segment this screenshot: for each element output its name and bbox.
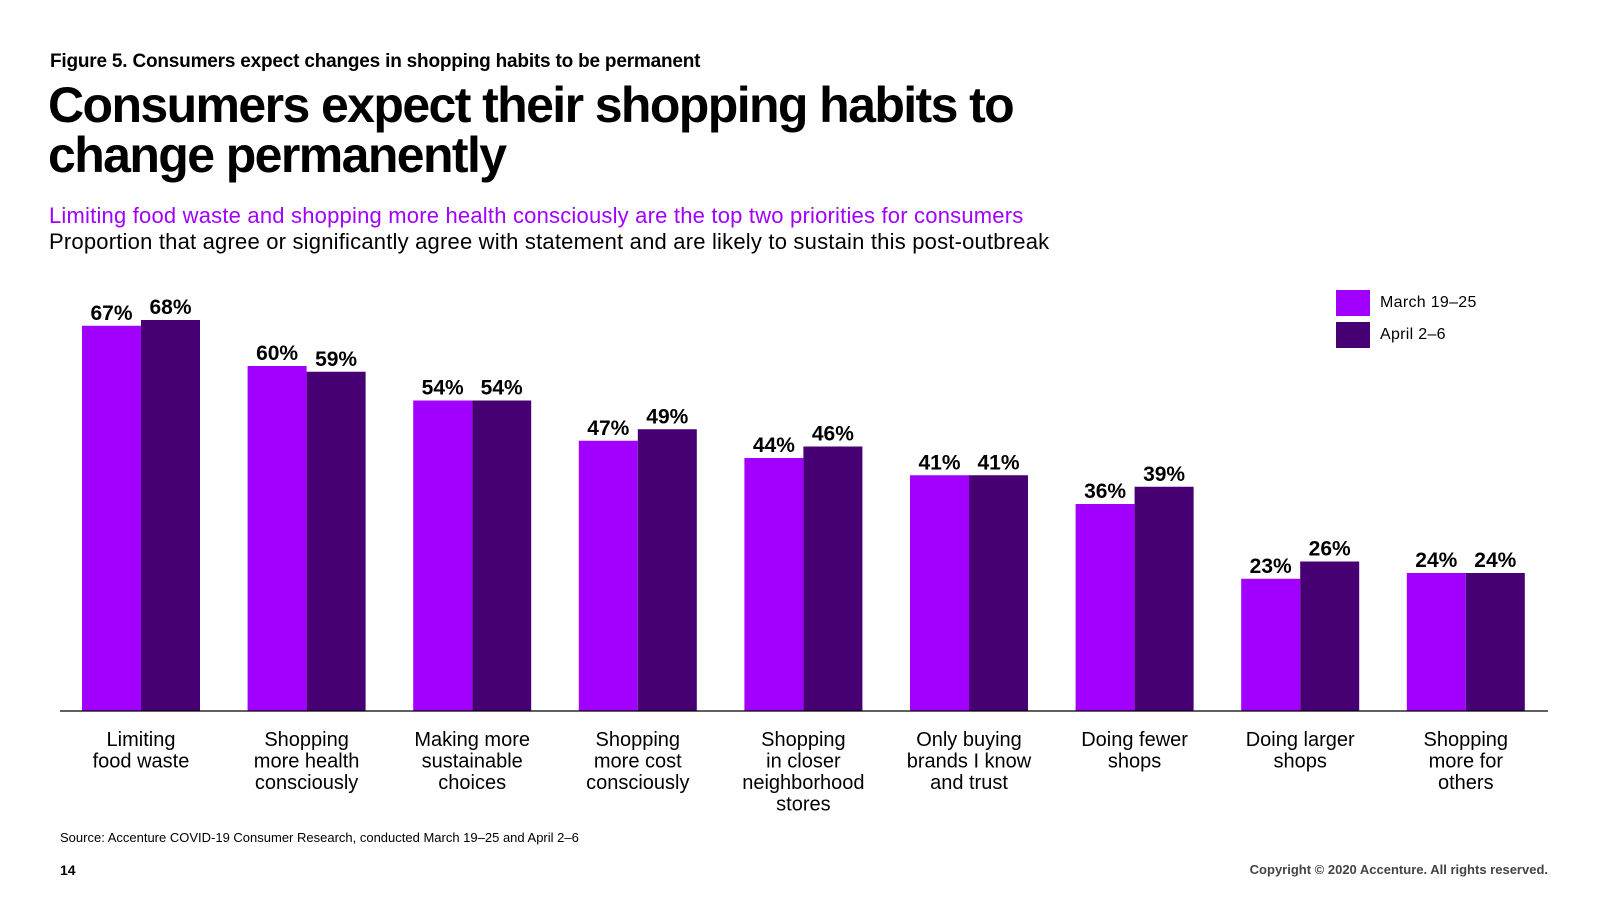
source-note: Source: Accenture COVID-19 Consumer Rese… [60, 830, 579, 845]
category-label-4-line-2: more cost [594, 751, 682, 773]
category-label-3-line-1: Making more [414, 729, 530, 751]
bar-april-2 [306, 371, 366, 711]
data-label-march-4: 47% [587, 417, 629, 440]
category-label-5-line-2: in closer [766, 751, 841, 773]
data-label-april-8: 26% [1309, 538, 1351, 561]
category-label-5-line-4: stores [776, 794, 830, 816]
bar-april-5 [803, 446, 863, 711]
bar-march-3 [413, 400, 473, 711]
subtitle: Limiting food waste and shopping more he… [49, 203, 1024, 228]
category-label-2-line-2: more health [254, 751, 360, 773]
category-label-8-line-2: shops [1274, 751, 1327, 773]
category-label-7-line-1: Doing fewer [1081, 729, 1188, 751]
data-label-april-2: 59% [315, 348, 357, 371]
category-label-9-line-2: more for [1429, 751, 1504, 773]
data-label-april-5: 46% [812, 423, 854, 446]
figure-label: Figure 5. Consumers expect changes in sh… [50, 51, 701, 72]
legend-label-april: April 2–6 [1380, 326, 1446, 343]
chart-description: Proportion that agree or significantly a… [49, 229, 1050, 254]
bar-april-8 [1300, 561, 1360, 711]
category-label-3-line-2: sustainable [422, 751, 523, 773]
headline: Consumers expect their shopping habits t… [48, 77, 1015, 183]
data-label-march-7: 36% [1084, 480, 1126, 503]
data-label-april-3: 54% [481, 377, 523, 400]
bar-april-1 [141, 320, 200, 711]
category-label-9-line-1: Shopping [1424, 729, 1509, 751]
category-label-2-line-3: consciously [255, 772, 358, 794]
bar-march-2 [247, 366, 307, 711]
category-label-1-line-1: Limiting [107, 729, 176, 751]
category-label-7-line-2: shops [1108, 751, 1161, 773]
category-label-6-line-1: Only buying [916, 729, 1022, 751]
category-label-4-line-3: consciously [586, 772, 689, 794]
bar-march-4 [578, 440, 638, 711]
category-label-3-line-3: choices [438, 772, 506, 794]
bar-april-4 [637, 429, 697, 711]
data-label-march-6: 41% [918, 451, 960, 474]
legend-item-march: March 19–25 [1336, 290, 1477, 316]
bar-april-6 [969, 475, 1028, 711]
bar-march-6 [910, 475, 969, 711]
bar-april-7 [1134, 486, 1194, 711]
legend-swatch-april [1336, 322, 1370, 348]
legend-label-march: March 19–25 [1380, 294, 1477, 311]
data-label-march-3: 54% [422, 377, 464, 400]
category-label-6-line-2: brands I know [907, 751, 1032, 773]
category-label-6-line-3: and trust [930, 772, 1008, 794]
category-label-5-line-1: Shopping [761, 729, 846, 751]
bar-march-9 [1406, 573, 1466, 711]
copyright-notice: Copyright © 2020 Accenture. All rights r… [1249, 862, 1548, 877]
category-label-5-line-3: neighborhood [742, 772, 864, 794]
category-label-1-line-2: food waste [93, 751, 190, 773]
data-label-april-7: 39% [1143, 463, 1185, 486]
data-label-march-2: 60% [256, 342, 298, 365]
data-label-march-8: 23% [1250, 555, 1292, 578]
legend-item-april: April 2–6 [1336, 322, 1477, 348]
bar-march-1 [82, 325, 141, 711]
category-label-2-line-1: Shopping [264, 729, 349, 751]
category-label-8-line-1: Doing larger [1246, 729, 1355, 751]
chart-legend: March 19–25 April 2–6 [1336, 290, 1477, 354]
data-label-april-4: 49% [646, 405, 688, 428]
legend-swatch-march [1336, 290, 1370, 316]
data-label-april-9: 24% [1474, 549, 1516, 572]
bar-march-8 [1241, 578, 1301, 711]
data-label-march-1: 67% [90, 302, 132, 325]
data-label-april-6: 41% [977, 451, 1019, 474]
bar-april-9 [1465, 573, 1525, 711]
page-number: 14 [60, 862, 76, 878]
bar-april-3 [472, 400, 532, 711]
category-label-9-line-3: others [1438, 772, 1494, 794]
data-label-march-5: 44% [753, 434, 795, 457]
bar-march-7 [1075, 504, 1135, 711]
data-label-march-9: 24% [1415, 549, 1457, 572]
data-label-april-1: 68% [149, 296, 191, 319]
category-label-4-line-1: Shopping [596, 729, 681, 751]
bar-march-5 [744, 458, 804, 711]
